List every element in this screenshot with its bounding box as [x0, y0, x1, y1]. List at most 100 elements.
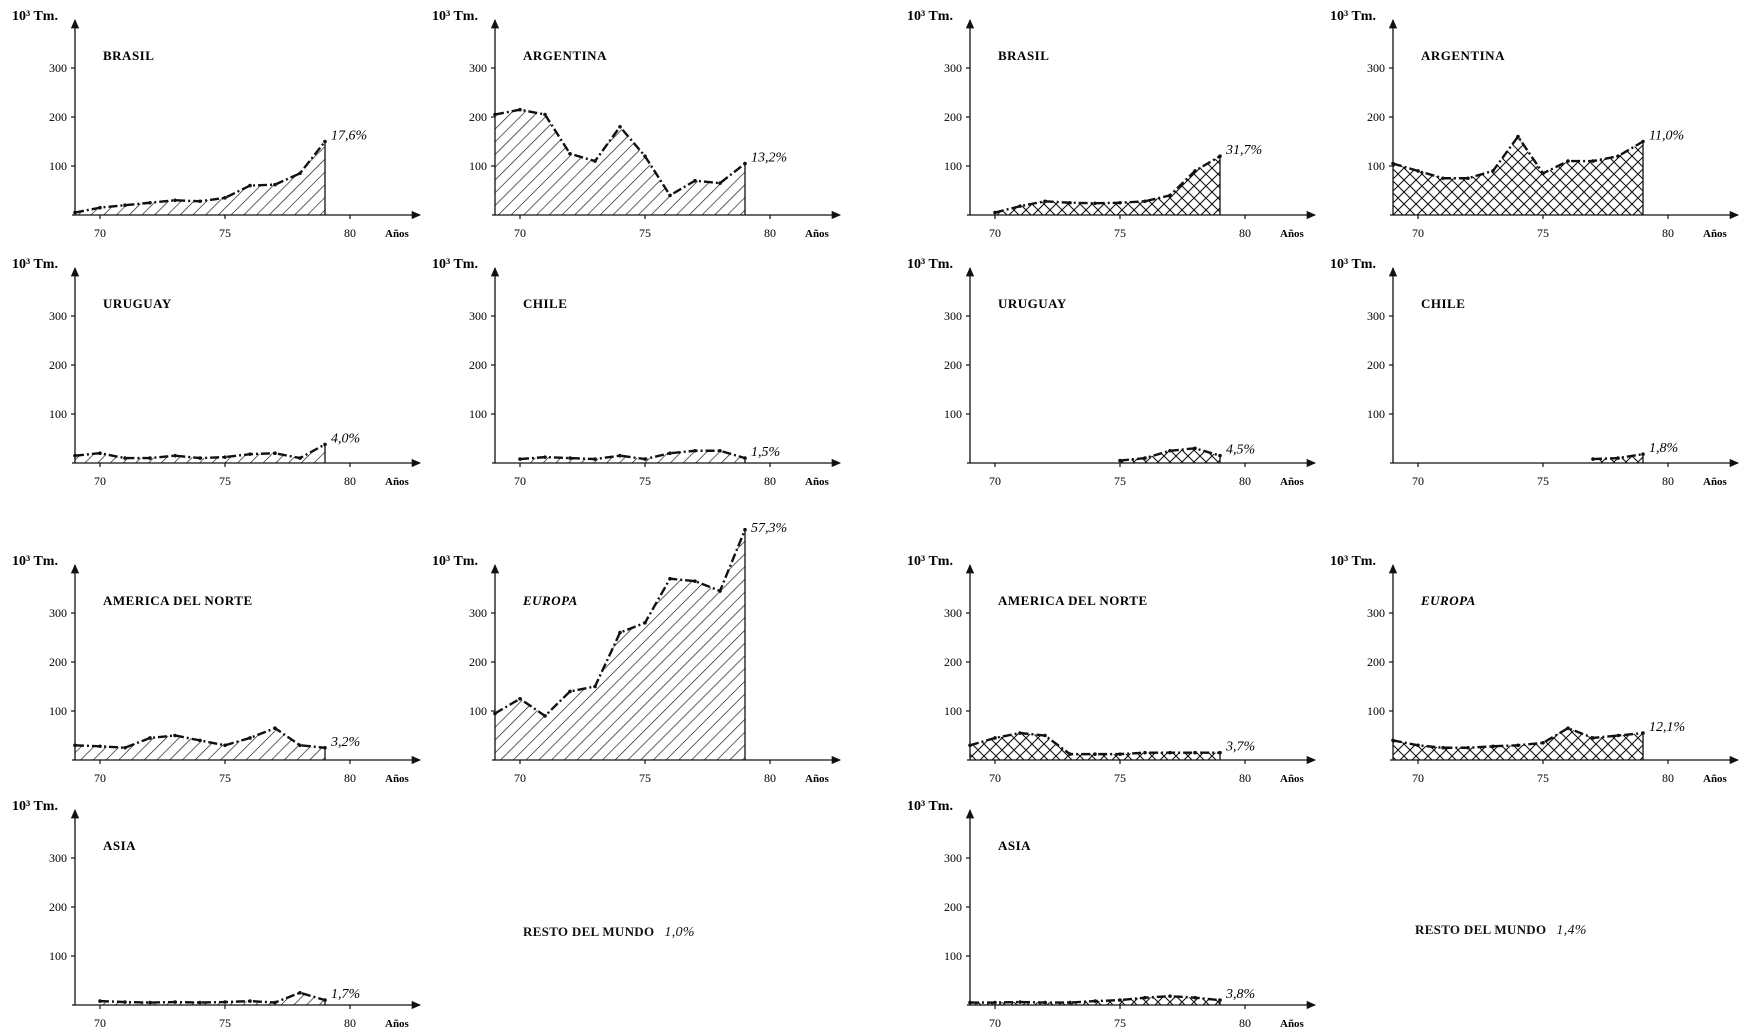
y-tick-label: 100	[49, 407, 67, 421]
series-area	[995, 156, 1220, 215]
y-axis-label: 10³ Tm.	[432, 554, 478, 569]
x-axis-label: Años	[385, 476, 410, 488]
data-point	[173, 453, 177, 458]
data-point	[123, 456, 127, 460]
data-point	[198, 738, 202, 743]
x-tick-label: 75	[1537, 226, 1549, 240]
x-tick-label: 75	[1114, 226, 1126, 240]
chart-title: ASIA	[103, 838, 136, 853]
x-tick-label: 75	[1114, 1016, 1126, 1030]
data-point	[1218, 750, 1222, 755]
y-tick-label: 200	[1367, 655, 1385, 669]
data-point	[1168, 994, 1172, 998]
data-point	[593, 159, 597, 163]
data-point	[1143, 995, 1147, 1000]
data-point	[1218, 154, 1222, 158]
data-point	[298, 743, 302, 748]
y-axis-label: 10³ Tm.	[907, 257, 953, 272]
data-point	[518, 696, 522, 701]
data-point	[543, 714, 547, 718]
x-axis-label: Años	[1703, 228, 1728, 240]
data-point	[173, 733, 177, 738]
data-point	[298, 456, 302, 460]
series-line	[994, 155, 1221, 214]
data-point	[643, 621, 647, 625]
data-point	[1018, 731, 1022, 735]
data-point	[1143, 199, 1147, 204]
y-tick-label: 200	[944, 110, 962, 124]
rest-of-world-label: RESTO DEL MUNDO	[1415, 922, 1547, 937]
data-point	[693, 448, 697, 453]
data-point	[568, 151, 572, 156]
chart-panel: 100 200 300 70 75 80 Años 10³ Tm. BRASIL 31,7%	[907, 9, 1317, 240]
data-point	[1616, 733, 1620, 738]
chart-title: AMERICA DEL NORTE	[998, 593, 1148, 608]
x-tick-label: 70	[1412, 474, 1424, 488]
x-axis-label: Años	[1703, 476, 1728, 488]
y-tick-label: 300	[469, 309, 487, 323]
series-area	[1393, 136, 1643, 215]
x-axis-label: Años	[385, 1018, 410, 1030]
data-point	[1591, 457, 1595, 461]
data-point	[993, 736, 997, 740]
data-point	[693, 178, 697, 183]
series-line	[494, 529, 747, 718]
x-tick-label: 75	[1114, 474, 1126, 488]
x-tick-label: 80	[344, 1016, 356, 1030]
y-tick-label: 300	[49, 606, 67, 620]
y-axis-label: 10³ Tm.	[907, 554, 953, 569]
data-point	[518, 107, 522, 112]
y-axis-label: 10³ Tm.	[432, 257, 478, 272]
y-tick-label: 300	[469, 606, 487, 620]
series-line	[99, 991, 326, 1004]
data-point	[718, 181, 722, 185]
data-point	[543, 112, 547, 117]
series-area	[75, 444, 325, 463]
data-point	[1466, 176, 1470, 181]
data-point	[1416, 169, 1420, 173]
rest-of-world-value: 1,4%	[1556, 923, 1587, 938]
y-axis-label: 10³ Tm.	[907, 799, 953, 814]
end-value-label: 12,1%	[1649, 720, 1685, 735]
chart-title: ASIA	[998, 838, 1031, 853]
y-tick-label: 100	[49, 949, 67, 963]
x-tick-label: 80	[344, 226, 356, 240]
x-tick-label: 80	[1662, 771, 1674, 785]
data-point	[1118, 998, 1122, 1002]
data-point	[643, 457, 647, 461]
data-point	[718, 589, 722, 593]
data-point	[1043, 1000, 1047, 1005]
x-axis-label: Años	[805, 228, 830, 240]
series-line	[1392, 134, 1644, 180]
x-tick-label: 80	[344, 771, 356, 785]
x-tick-label: 70	[514, 226, 526, 240]
data-point	[273, 451, 277, 456]
data-point	[148, 200, 152, 205]
y-tick-label: 100	[1367, 159, 1385, 173]
end-value-label: 4,0%	[331, 431, 360, 446]
data-point	[1093, 201, 1097, 206]
x-tick-label: 75	[219, 226, 231, 240]
end-value-label: 57,3%	[751, 521, 787, 536]
series-area	[100, 992, 325, 1005]
series-area	[75, 728, 325, 760]
data-point	[1193, 169, 1197, 173]
data-point	[248, 183, 252, 188]
data-point	[1068, 1000, 1072, 1005]
data-point	[593, 684, 597, 689]
y-tick-label: 200	[49, 655, 67, 669]
y-tick-label: 100	[944, 949, 962, 963]
data-point	[273, 182, 277, 187]
end-value-label: 3,2%	[330, 735, 360, 750]
data-point	[668, 576, 672, 581]
end-value-label: 1,7%	[331, 987, 360, 1002]
rest-of-world-note-left: RESTO DEL MUNDO 1,0%	[523, 924, 695, 941]
y-tick-label: 100	[944, 159, 962, 173]
data-point	[248, 736, 252, 740]
data-point	[223, 743, 227, 748]
data-point	[743, 161, 747, 166]
data-point	[298, 990, 302, 995]
chart-panel: 100 200 300 70 75 80 Años 10³ Tm. CHILE 1,5%	[432, 257, 842, 488]
x-tick-label: 80	[764, 474, 776, 488]
